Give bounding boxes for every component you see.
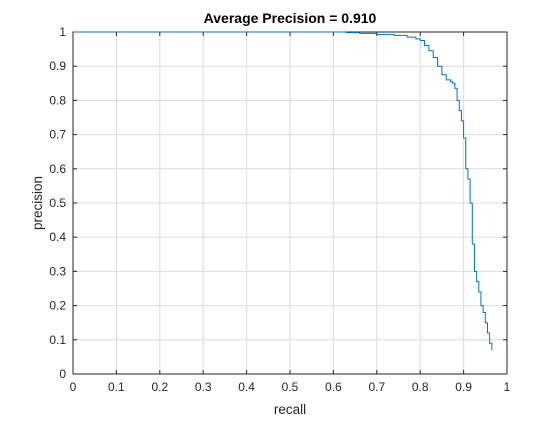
x-tick-label: 0.8 xyxy=(412,380,429,394)
x-tick-label: 0 xyxy=(70,380,77,394)
y-tick-label: 0.7 xyxy=(49,128,66,142)
y-tick-label: 0.4 xyxy=(49,230,66,244)
y-tick-label: 0.8 xyxy=(49,93,66,107)
y-tick-label: 0.9 xyxy=(49,59,66,73)
chart-title: Average Precision = 0.910 xyxy=(204,10,377,26)
x-tick-labels: 0 0.1 0.2 0.3 0.4 0.5 0.6 0.7 0.8 0.9 1 xyxy=(70,380,511,394)
grid xyxy=(73,32,507,374)
x-tick-label: 0.2 xyxy=(151,380,168,394)
series-layer xyxy=(73,31,493,351)
y-tick-label: 0 xyxy=(59,367,66,381)
x-tick-label: 0.3 xyxy=(195,380,212,394)
y-tick-label: 0.6 xyxy=(49,162,66,176)
y-tick-label: 0.3 xyxy=(49,264,66,278)
x-tick-label: 0.1 xyxy=(108,380,125,394)
x-tick-label: 0.5 xyxy=(282,380,299,394)
y-tick-label: 0.5 xyxy=(49,196,66,210)
y-tick-labels: 0 0.1 0.2 0.3 0.4 0.5 0.6 0.7 0.8 0.9 1 xyxy=(49,25,66,381)
y-tick-label: 0.1 xyxy=(49,333,66,347)
y-tick-label: 1 xyxy=(59,25,66,39)
x-axis-label: recall xyxy=(274,402,306,417)
x-tick-label: 0.9 xyxy=(455,380,472,394)
x-tick-label: 1 xyxy=(504,380,511,394)
x-tick-label: 0.4 xyxy=(238,380,255,394)
y-axis-label: precision xyxy=(30,176,45,230)
pr-curve-line xyxy=(73,31,493,351)
y-tick-label: 0.2 xyxy=(49,299,66,313)
x-tick-label: 0.6 xyxy=(325,380,342,394)
x-tick-label: 0.7 xyxy=(368,380,385,394)
